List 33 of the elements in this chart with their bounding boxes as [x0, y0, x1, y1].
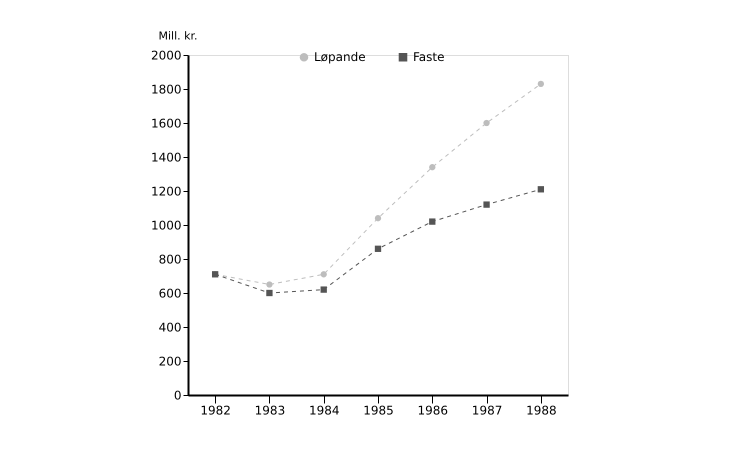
- point: [429, 164, 436, 170]
- x-tick-label: 1988: [526, 404, 557, 418]
- y-tick-label: 400: [158, 320, 182, 334]
- y-tick-label: 1600: [150, 116, 182, 130]
- point: [538, 80, 544, 88]
- point: [374, 215, 382, 222]
- point: [266, 290, 273, 296]
- point: [266, 281, 273, 288]
- y-tick-label: 600: [158, 286, 182, 300]
- y-axis-title: Mill. kr.: [158, 30, 198, 42]
- y-tick-label: 1200: [150, 184, 182, 198]
- y-tick-label: 800: [158, 252, 182, 266]
- legend-label: Faste: [413, 50, 444, 64]
- point: [483, 201, 490, 208]
- x-tick-label: 1983: [254, 404, 286, 418]
- x-tick-label: 1982: [200, 404, 231, 418]
- point: [374, 246, 382, 252]
- point: [320, 286, 327, 293]
- y-tick-label: 1800: [150, 82, 182, 96]
- x-tick-label: 1987: [472, 404, 502, 418]
- point: [320, 271, 327, 278]
- y-tick-label: 2000: [150, 48, 182, 62]
- y-tick-label: 1000: [150, 218, 182, 232]
- legend-label: Løpande: [314, 50, 366, 64]
- y-tick-label: 200: [158, 354, 182, 368]
- y-tick-label: 1400: [150, 150, 182, 164]
- x-tick-label: 1984: [308, 404, 340, 418]
- x-tick-label: 1986: [418, 404, 448, 418]
- point: [538, 186, 544, 192]
- x-tick-label: 1985: [363, 404, 394, 418]
- point: [483, 120, 490, 126]
- y-tick-label: 0: [174, 388, 182, 402]
- point: [429, 218, 436, 225]
